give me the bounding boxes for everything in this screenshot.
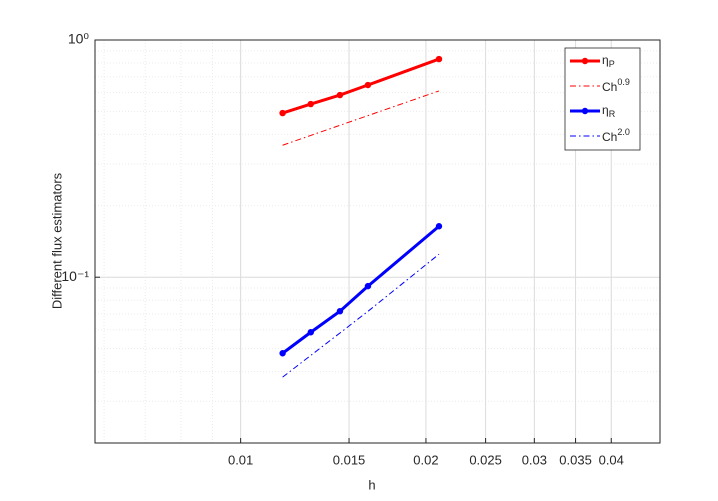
data-point bbox=[364, 282, 372, 290]
legend-name: η bbox=[602, 103, 609, 117]
legend-box bbox=[564, 47, 641, 151]
x-axis-label: h bbox=[368, 477, 375, 492]
legend-superscript: 0.9 bbox=[617, 77, 630, 87]
data-point bbox=[435, 223, 443, 230]
data-point bbox=[336, 91, 344, 99]
data-point bbox=[307, 100, 314, 108]
y-axis-label: Different flux estimators bbox=[49, 172, 64, 309]
x-tick-label: 0.02 bbox=[413, 452, 438, 467]
legend-name: η bbox=[602, 53, 609, 67]
legend-label: Ch0.9 bbox=[602, 77, 630, 94]
legend-marker bbox=[581, 107, 589, 115]
x-tick-label: 0.015 bbox=[333, 452, 366, 467]
legend-name: Ch bbox=[602, 80, 617, 94]
legend-name: Ch bbox=[602, 130, 617, 144]
series-line bbox=[282, 253, 440, 378]
data-point bbox=[336, 307, 344, 315]
x-tick-label: 0.025 bbox=[469, 452, 502, 467]
axes-box bbox=[94, 39, 661, 444]
legend-subscript: P bbox=[609, 59, 615, 69]
x-tick-label: 0.04 bbox=[599, 452, 624, 467]
legend-label: ηR bbox=[602, 103, 616, 119]
x-tick-label: 0.01 bbox=[228, 452, 253, 467]
y-tick-label: 10⁰ bbox=[68, 31, 90, 47]
legend-superscript: 2.0 bbox=[617, 127, 630, 137]
data-point bbox=[279, 109, 286, 117]
data-point bbox=[364, 81, 372, 89]
data-point bbox=[435, 55, 443, 63]
data-point bbox=[279, 350, 286, 357]
legend-subscript: R bbox=[609, 109, 616, 119]
legend-marker bbox=[581, 57, 589, 65]
x-tick-label: 0.035 bbox=[559, 452, 592, 467]
legend-label: Ch2.0 bbox=[602, 127, 630, 144]
legend-label: ηP bbox=[602, 53, 615, 69]
y-tick-label: 10⁻¹ bbox=[61, 268, 89, 284]
data-point bbox=[307, 329, 314, 336]
x-tick-label: 0.03 bbox=[522, 452, 547, 467]
